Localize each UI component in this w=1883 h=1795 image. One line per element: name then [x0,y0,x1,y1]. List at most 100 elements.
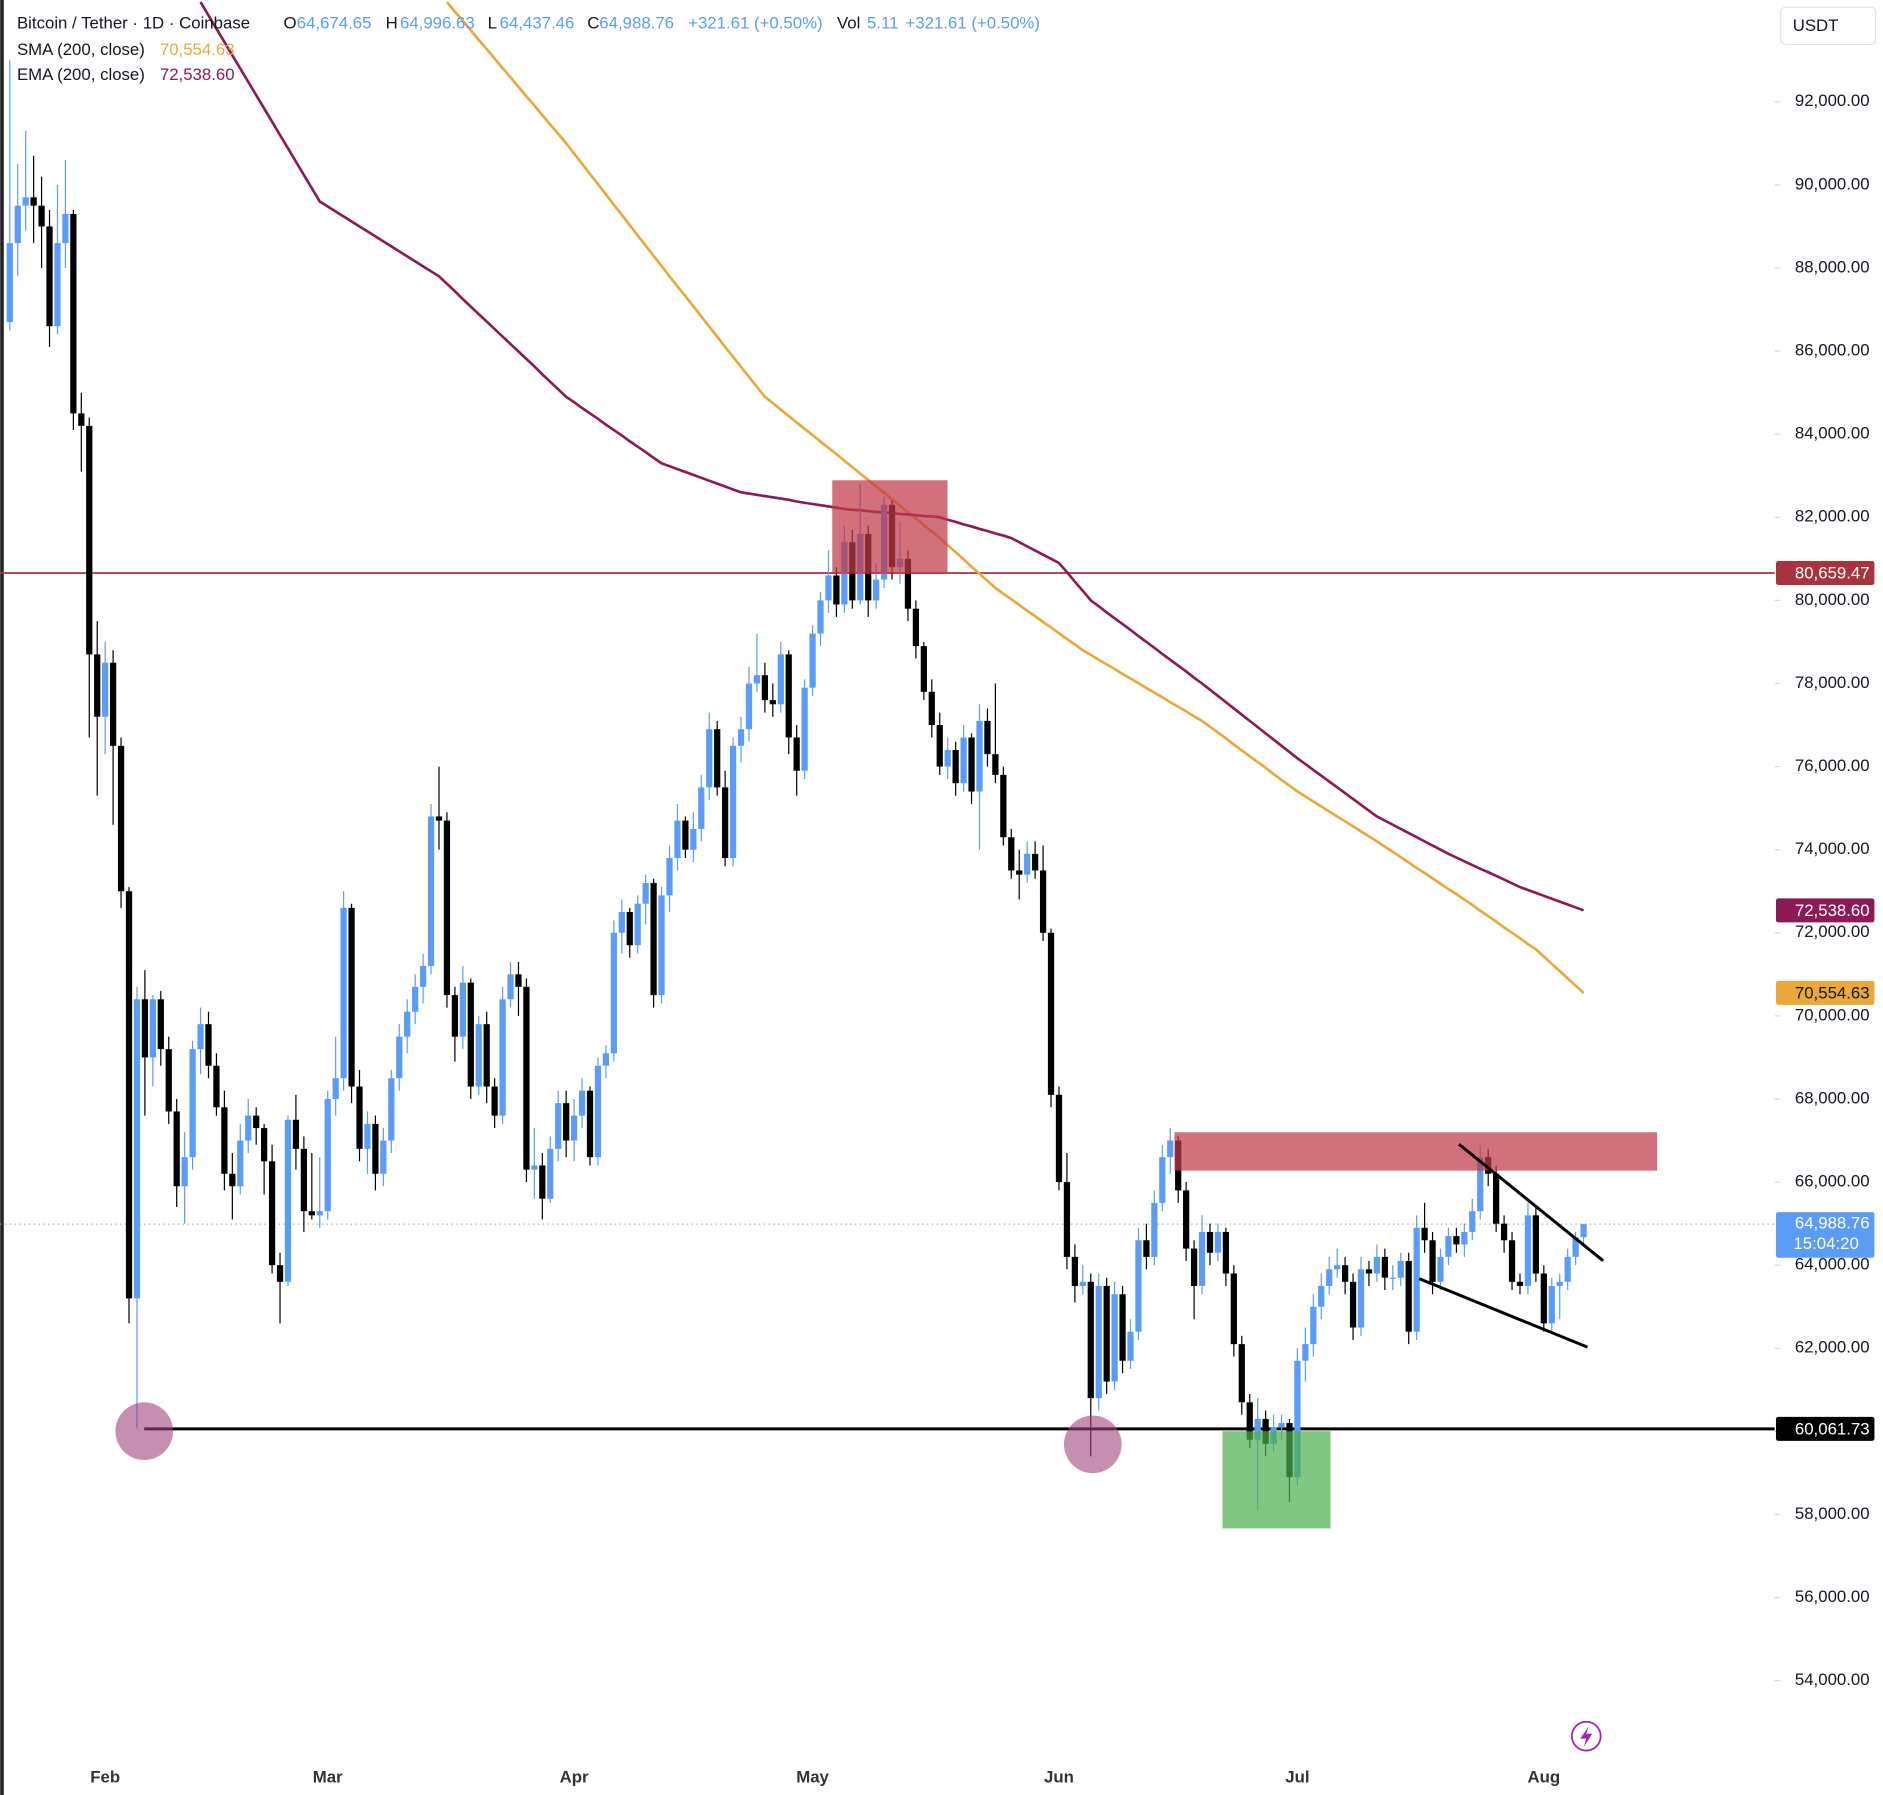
candle-body [1524,1215,1532,1286]
candle-body [547,1148,554,1199]
candle-body [1357,1269,1365,1328]
candle-body [1421,1227,1428,1241]
candle-body [1143,1240,1150,1257]
candle-body [1294,1360,1301,1478]
candle-body [920,646,927,692]
y-tick-label: 66,000.00 [1795,1172,1870,1191]
ema-label-box [1775,898,1875,923]
x-tick-label: Jun [1044,1768,1074,1787]
candle-body [1580,1224,1587,1238]
candle-body [133,999,141,1299]
candle-body [952,749,959,784]
candle-body [1302,1344,1309,1361]
candle-body [1349,1281,1357,1328]
candle-body [1326,1269,1333,1286]
candle-body [793,737,800,771]
candle-body [54,243,61,327]
candle-body [1198,1231,1206,1286]
alert-bolt [1580,1726,1593,1747]
candle-body [157,999,164,1050]
resistance-zone [1174,1132,1658,1171]
candle-body [626,912,633,946]
candle-body [539,1165,546,1199]
currency-button[interactable] [1780,6,1877,46]
candle-body [761,675,769,701]
candle-body [78,413,85,426]
candle-body [1063,1182,1071,1257]
candle-body [586,1090,594,1158]
candle-body [650,882,657,996]
candle-body [22,197,29,206]
candle-body [555,1103,562,1149]
candle-body [769,700,776,705]
candle-body [618,912,625,933]
candle-body [276,1265,284,1282]
candle-body [928,691,935,726]
left-border [0,0,4,1795]
candle-body [1477,1157,1484,1212]
candle-body [690,828,697,850]
candle-body [70,213,77,414]
candle-body [197,1024,204,1050]
candle-body [992,754,999,775]
candle-body [109,662,117,746]
candle-body [6,243,13,323]
trend-line [1458,1143,1605,1262]
candle-body [308,1211,315,1216]
candle-body [412,986,419,1012]
candle-body [1461,1231,1468,1245]
level-label: 60,061.73 [1795,1419,1870,1438]
candle-body [94,654,101,717]
candle-body [563,1103,570,1141]
indicator-value: 70,554.63 [160,40,235,59]
candle-body [722,787,729,859]
candle-body [833,575,840,605]
candle-body [1238,1344,1245,1403]
candle-body [1532,1215,1540,1274]
candle-body [1167,1140,1174,1158]
candle-body [1413,1227,1420,1332]
candle-body [515,974,522,987]
candle-body [221,1107,228,1174]
y-tick-label: 86,000.00 [1795,341,1870,360]
candle-body [1278,1423,1285,1428]
x-tick-label: Aug [1527,1768,1560,1787]
candle-body [666,858,673,896]
candle-body [1365,1269,1373,1274]
candle-body [1127,1331,1134,1361]
candle-body [1159,1157,1166,1203]
candle-body [364,1123,371,1149]
candle-body [404,1011,411,1037]
ohlc-value: 64,437.46 [500,13,575,32]
countdown: 15:04:20 [1793,1234,1858,1253]
candle-body [443,820,451,996]
candle-body [1111,1294,1118,1382]
ohlc-key: H [386,13,398,32]
candle-body [245,1115,252,1141]
candle-body [348,907,355,1087]
y-tick-label: 64,000.00 [1795,1255,1870,1274]
candle-body [419,966,427,987]
currency[interactable]: USDT [1793,16,1839,35]
volume-key: Vol [837,13,860,32]
candle-body [1405,1261,1412,1332]
candle-body [594,1065,602,1158]
candle-body [229,1173,236,1187]
candle-body [483,1024,490,1087]
candle-body [912,608,920,647]
candle-body [674,820,681,859]
candle-body [253,1115,260,1129]
level-label-box [1775,1416,1875,1441]
last-price-box [1775,1212,1875,1258]
ohlc-value: 64,674.65 [297,13,372,32]
candle-body [1008,837,1015,871]
candle-body [1032,853,1039,871]
candle-body [1055,1094,1063,1183]
candle-body [1500,1223,1508,1241]
candle-body [658,895,665,996]
candle-body [634,903,641,946]
support-zone [1222,1431,1331,1529]
candle-body [149,999,156,1058]
candle-body [102,662,109,717]
candle-body [1000,774,1007,838]
